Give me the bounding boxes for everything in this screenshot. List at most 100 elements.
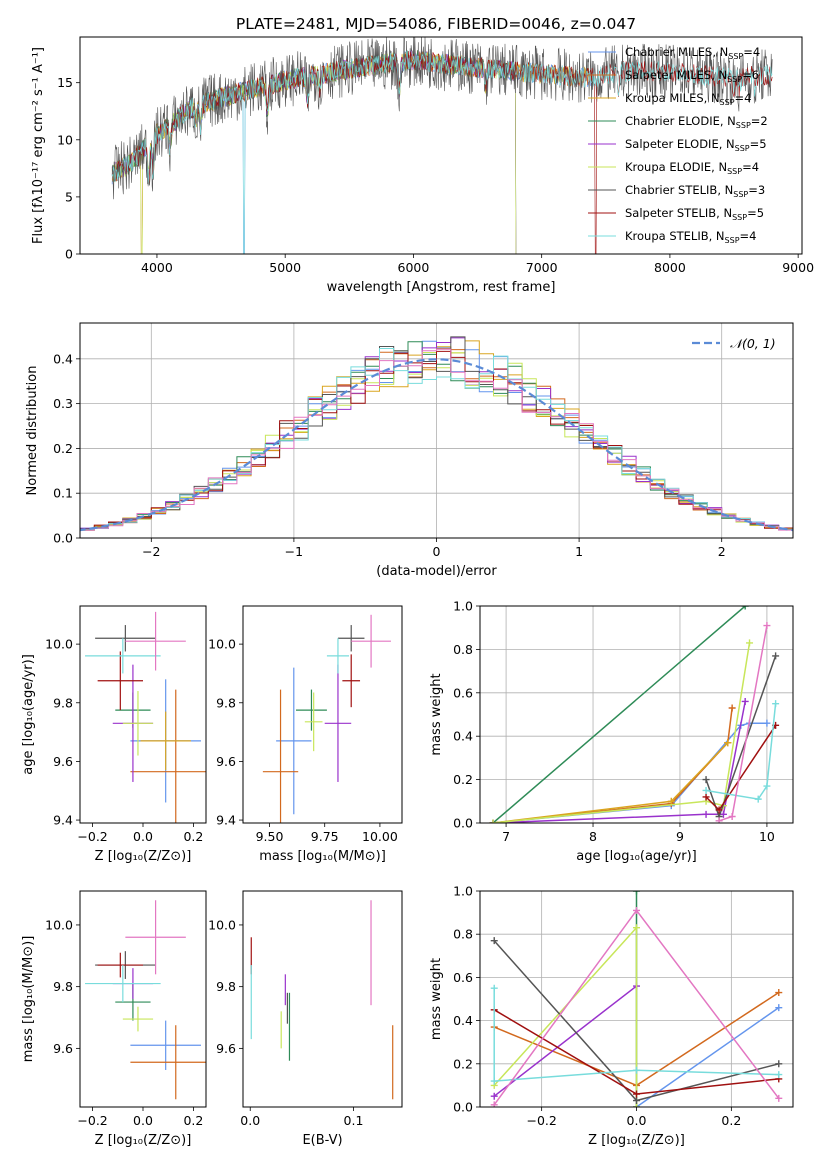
x-tick-label: 8000 <box>654 260 686 275</box>
x-tick-label: 0 <box>433 544 441 559</box>
y-tick-label: 9.6 <box>216 754 236 769</box>
y-tick-label: 0.6 <box>453 970 473 985</box>
y-tick-label: 0.2 <box>453 1056 473 1071</box>
legend-entry: Salpeter STELIB, NSSP=5 <box>625 206 764 222</box>
x-tick-label: 0.2 <box>183 829 203 844</box>
x-tick-label: 0.1 <box>344 1113 364 1128</box>
age-vs-mass-frame <box>242 605 403 824</box>
y-tick-label: 1.0 <box>453 599 473 614</box>
mass-weight-marker <box>489 819 497 823</box>
legend-entry: 𝒩(0, 1) <box>730 336 776 351</box>
mass-weight-line <box>492 606 746 823</box>
legend-entry: Salpeter ELODIE, NSSP=5 <box>625 137 767 153</box>
mass-weight-marker <box>724 739 732 747</box>
mass-weight-marker <box>633 1103 640 1107</box>
y-tick-label: 5 <box>65 189 73 204</box>
x-tick-label: 8 <box>589 829 597 844</box>
mass-weight-vs-Z-frame <box>479 890 794 1108</box>
y-axis-label: mass weight <box>429 958 444 1040</box>
mass-weight-marker <box>772 652 780 660</box>
mass-weight-marker <box>746 639 754 647</box>
y-axis-label: age [log₁₀(age/yr)] <box>21 654 36 775</box>
y-tick-label: 9.8 <box>53 979 73 994</box>
mass-vs-ebv-errorbars <box>250 900 394 1100</box>
mass-weight-marker <box>702 776 710 784</box>
mass-weight-marker <box>775 1071 783 1079</box>
mass-weight-marker <box>728 704 736 712</box>
mass-weight-marker <box>763 622 771 630</box>
mass-weight-vs-age-lines <box>489 606 780 823</box>
legend-entry: Kroupa MILES, NSSP=4 <box>625 91 751 107</box>
y-tick-label: 0.4 <box>453 729 473 744</box>
age-vs-mass-axes: 9.50 9.75 10.00 9.4 9.6 9.8 10.0 mass [log₁₀(M/… <box>208 637 398 864</box>
mass-weight-line <box>492 642 751 823</box>
x-tick-label: 0.2 <box>721 1113 741 1128</box>
x-axis-label: age [log₁₀(age/yr)] <box>576 849 697 864</box>
x-tick-label: 2 <box>718 544 726 559</box>
mass-weight-vs-Z-axes: −0.2 0.0 0.2 0.0 0.2 0.4 0.6 0.8 1.0 Z [log₁₀(Z/Z… <box>429 884 793 1148</box>
mass-weight-line <box>492 707 733 823</box>
x-axis-label: E(B-V) <box>302 1133 342 1148</box>
y-tick-label: 0.6 <box>453 685 473 700</box>
mass-weight-marker <box>728 812 736 820</box>
mass-weight-marker <box>772 700 780 708</box>
x-tick-label: 10.00 <box>362 829 398 844</box>
y-tick-label: 9.6 <box>53 754 73 769</box>
x-tick-label: 9 <box>676 829 684 844</box>
mass-weight-line <box>493 985 637 1097</box>
x-tick-label: 0.0 <box>627 1113 647 1128</box>
x-axis-label: Z [log₁₀(Z/Z⊙)] <box>95 1133 192 1148</box>
y-tick-label: 0.0 <box>453 1100 473 1115</box>
mass-weight-marker <box>667 797 675 805</box>
mass-weight-marker <box>490 1077 498 1085</box>
y-tick-label: 0.2 <box>453 772 473 787</box>
mass-weight-marker <box>741 606 749 610</box>
mass-weight-marker <box>775 1004 783 1012</box>
mass-weight-line <box>705 703 777 800</box>
x-tick-label: 6000 <box>398 260 430 275</box>
y-tick-label: 10.0 <box>208 637 236 652</box>
spectrum-legend: Chabrier MILES, NSSP=4 Salpeter MILES, NS… <box>588 45 768 245</box>
mass-weight-marker <box>702 793 710 801</box>
y-tick-label: 10.0 <box>45 917 73 932</box>
x-axis-label: (data-model)/error <box>376 564 497 579</box>
spectrum-axes: 4000 5000 6000 7000 8000 9000 0 5 10 15 wavelength… <box>31 47 814 295</box>
x-tick-label: 5000 <box>269 260 301 275</box>
y-tick-label: 0.3 <box>53 396 73 411</box>
legend-entry: Salpeter MILES, NSSP=6 <box>625 68 759 84</box>
mass-weight-marker <box>741 697 749 705</box>
y-tick-label: 0.1 <box>53 486 73 501</box>
x-axis-label: Z [log₁₀(Z/Z⊙)] <box>588 1133 685 1148</box>
age-vs-Z-frame <box>79 605 207 824</box>
y-tick-label: 9.4 <box>53 813 73 828</box>
age-vs-Z-errorbars <box>85 611 206 823</box>
x-tick-label: 0.2 <box>183 1113 203 1128</box>
x-tick-label: 7000 <box>526 260 558 275</box>
spectrum-series-line <box>111 50 773 254</box>
mass-weight-vs-age-axes: 7 8 9 10 0.0 0.2 0.4 0.6 0.8 1.0 age [log₁₀(age/yr… <box>429 599 793 864</box>
histogram-step-line <box>80 348 793 533</box>
x-axis-label: mass [log₁₀(M/M⊙)] <box>259 849 386 864</box>
y-axis-label: Normed distribution <box>25 366 40 496</box>
residuals-axes: −2 −1 0 1 2 0.0 0.1 0.2 0.3 0.4 (data-model)/error… <box>25 323 793 579</box>
y-axis-label: Flux [fλ10⁻¹⁷ erg cm⁻² s⁻¹ A⁻¹] <box>31 47 46 244</box>
y-tick-label: 0.8 <box>453 642 473 657</box>
residual-histograms <box>80 336 793 533</box>
mass-weight-marker <box>775 1060 783 1068</box>
y-axis-label: mass weight <box>429 673 444 755</box>
y-tick-label: 0.8 <box>453 927 473 942</box>
y-tick-label: 10 <box>57 132 73 147</box>
y-tick-label: 9.4 <box>216 813 236 828</box>
legend-entry: Chabrier MILES, NSSP=4 <box>625 45 760 61</box>
mass-weight-marker <box>633 1090 640 1098</box>
y-tick-label: 0.4 <box>453 1013 473 1028</box>
x-axis-label: wavelength [Angstrom, rest frame] <box>327 280 556 295</box>
mass-weight-marker <box>490 937 498 945</box>
y-tick-label: 0.0 <box>453 816 473 831</box>
mass-vs-Z-axes: −0.2 0.0 0.2 9.6 9.8 10.0 Z [log₁₀(Z/Z⊙)] mass … <box>21 917 203 1148</box>
mass-weight-line <box>492 701 746 823</box>
x-tick-label: −2 <box>142 544 160 559</box>
mass-weight-marker <box>719 810 727 818</box>
mass-weight-marker <box>633 906 640 914</box>
